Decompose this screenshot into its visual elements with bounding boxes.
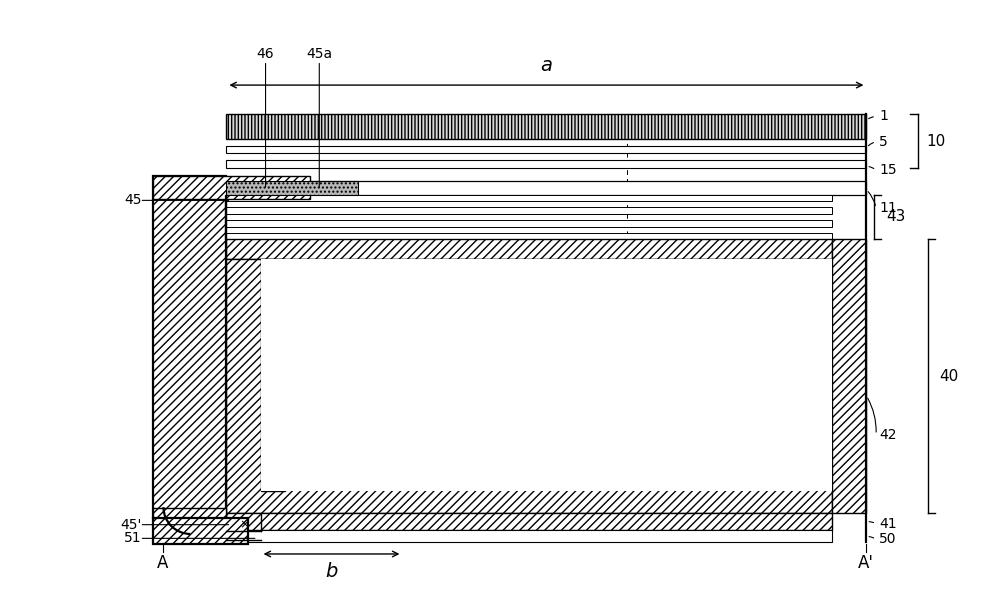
Text: 43: 43 [886,209,905,224]
Bar [226,259,832,513]
Bar [226,513,832,530]
Bar [226,233,832,239]
Text: a: a [540,56,552,76]
Bar [226,220,832,227]
Bar [226,194,832,201]
Text: 15: 15 [879,163,897,177]
Bar [153,518,248,544]
Text: 5: 5 [879,135,888,149]
Text: 11: 11 [879,201,897,215]
Bar [226,160,866,168]
Text: A': A' [858,554,874,572]
Bar [153,508,226,530]
Bar [226,208,832,214]
Bar [226,146,866,154]
Text: 45a: 45a [306,47,332,61]
Text: 42: 42 [879,428,897,442]
Text: b: b [325,562,338,581]
Bar [155,181,866,194]
Text: 51: 51 [124,532,141,545]
Text: A: A [157,554,169,572]
Text: 46: 46 [257,47,274,61]
Bar [226,181,358,194]
Text: 45': 45' [120,518,141,532]
Text: 10: 10 [926,134,945,149]
Text: 1: 1 [879,109,888,124]
Bar [226,115,866,139]
Bar [153,176,310,199]
Text: 41: 41 [879,517,897,530]
Bar [226,239,832,259]
Bar [261,259,285,491]
Bar [832,239,866,513]
Text: ×: × [239,518,249,531]
Bar [153,176,226,518]
Bar [261,259,832,491]
Text: 40: 40 [940,368,959,383]
Bar [226,259,832,513]
Text: 45: 45 [124,193,141,208]
Bar [226,530,832,542]
Text: 50: 50 [879,532,897,547]
